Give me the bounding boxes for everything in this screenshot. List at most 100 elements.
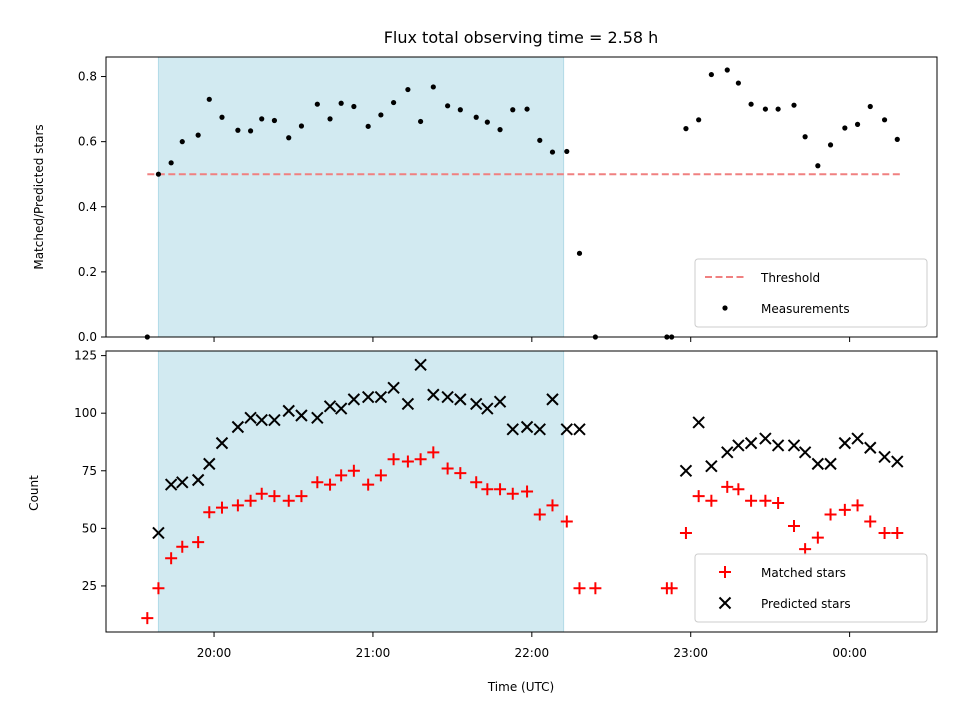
- measurement-point: [762, 106, 768, 112]
- predicted-star-point: [546, 393, 559, 406]
- measurement-point: [815, 163, 821, 169]
- predicted-star-point: [759, 432, 772, 445]
- matched-star-point: [244, 494, 257, 507]
- predicted-star-point: [295, 409, 308, 422]
- measurement-point: [696, 117, 702, 123]
- measurement-point: [314, 101, 320, 107]
- x-tick-label: 23:00: [673, 646, 708, 660]
- predicted-star-point: [347, 393, 361, 406]
- matched-star-point: [589, 582, 602, 595]
- predicted-star-point: [244, 411, 257, 425]
- predicted-star-point: [732, 439, 745, 452]
- measurement-point: [365, 123, 371, 129]
- matched-star-point: [521, 485, 534, 498]
- predicted-star-point: [441, 390, 454, 404]
- measurement-point: [576, 250, 583, 256]
- predicted-star-point: [771, 439, 785, 452]
- legend-label: Predicted stars: [761, 597, 851, 611]
- measurement-point: [338, 100, 344, 106]
- measurement-point: [881, 117, 888, 123]
- x-tick-label: 22:00: [515, 646, 550, 660]
- predicted-star-point: [414, 358, 427, 372]
- predicted-star-point: [470, 397, 483, 411]
- measurement-point: [683, 126, 689, 132]
- matched-star-point: [506, 487, 519, 500]
- predicted-star-point: [387, 381, 400, 395]
- matched-star-point: [454, 467, 467, 480]
- measurement-point: [735, 80, 741, 86]
- predicted-star-point: [573, 423, 586, 436]
- predicted-star-point: [203, 457, 216, 471]
- observing-window-band: [157, 56, 565, 338]
- matched-star-point: [824, 508, 837, 521]
- measurement-point: [418, 118, 424, 125]
- matched-star-point: [427, 446, 440, 459]
- matched-star-point: [152, 582, 165, 595]
- matched-star-point: [324, 478, 337, 491]
- predicted-star-point: [215, 436, 229, 450]
- matched-star-point: [470, 476, 483, 489]
- measurement-point: [179, 139, 185, 145]
- measurement-point: [286, 135, 292, 141]
- predicted-star-point: [811, 457, 825, 471]
- matched-star-point: [401, 455, 414, 468]
- matched-star-point: [481, 483, 494, 496]
- predicted-star-point: [493, 395, 507, 408]
- matched-star-point: [838, 503, 851, 516]
- matched-star-point: [864, 515, 877, 528]
- matched-star-point: [692, 490, 705, 503]
- matched-star-point: [255, 487, 268, 500]
- top-y-axis-label: Matched/Predicted stars: [32, 124, 46, 269]
- predicted-star-point: [231, 420, 245, 434]
- y-tick-label: 75: [82, 464, 97, 478]
- y-tick-label: 125: [74, 349, 97, 363]
- matched-star-point: [192, 536, 205, 549]
- legend-measurement-swatch: [722, 305, 728, 311]
- measurement-point: [430, 84, 436, 90]
- measurement-point: [827, 142, 834, 148]
- measurement-point: [155, 171, 162, 177]
- predicted-star-point: [520, 420, 534, 434]
- predicted-star-point: [787, 439, 801, 452]
- predicted-star-point: [560, 423, 573, 436]
- x-tick-label: 21:00: [356, 646, 391, 660]
- measurement-point: [867, 103, 873, 110]
- matched-star-point: [745, 494, 758, 507]
- observing-window-band: [157, 350, 565, 633]
- matched-star-point: [203, 506, 216, 519]
- y-tick-label: 0.2: [78, 265, 97, 279]
- measurement-point: [247, 128, 254, 134]
- matched-star-point: [705, 494, 718, 507]
- measurement-point: [298, 123, 305, 129]
- measurement-point: [378, 112, 384, 118]
- predicted-star-point: [838, 436, 852, 450]
- predicted-star-point: [481, 402, 494, 415]
- measurement-point: [791, 102, 797, 108]
- predicted-star-point: [334, 402, 348, 415]
- measurement-point: [894, 136, 900, 142]
- matched-star-point: [347, 464, 360, 477]
- predicted-star-point: [176, 476, 189, 489]
- x-tick-label: 00:00: [832, 646, 867, 660]
- y-tick-label: 100: [74, 406, 97, 420]
- predicted-star-point: [374, 390, 388, 404]
- predicted-star-point: [824, 457, 837, 471]
- matched-star-point: [311, 476, 324, 489]
- matched-star-point: [560, 515, 573, 528]
- matched-star-point: [165, 552, 178, 565]
- predicted-star-point: [798, 446, 812, 459]
- predicted-star-point: [282, 404, 295, 418]
- predicted-star-point: [679, 464, 693, 477]
- legend-matched-swatch: [719, 566, 731, 578]
- matched-star-point: [878, 526, 891, 539]
- matched-star-point: [546, 499, 559, 512]
- y-tick-label: 0.6: [78, 135, 97, 149]
- matched-star-point: [215, 501, 228, 514]
- legend-label: Matched stars: [761, 566, 846, 580]
- matched-star-point: [679, 526, 692, 539]
- panel-1: 0.0 0.2 0.4 0.6 0.8 Threshold Measurements: [78, 56, 938, 344]
- predicted-star-point: [164, 478, 178, 491]
- matched-star-point: [335, 469, 348, 482]
- measurement-point: [564, 148, 570, 155]
